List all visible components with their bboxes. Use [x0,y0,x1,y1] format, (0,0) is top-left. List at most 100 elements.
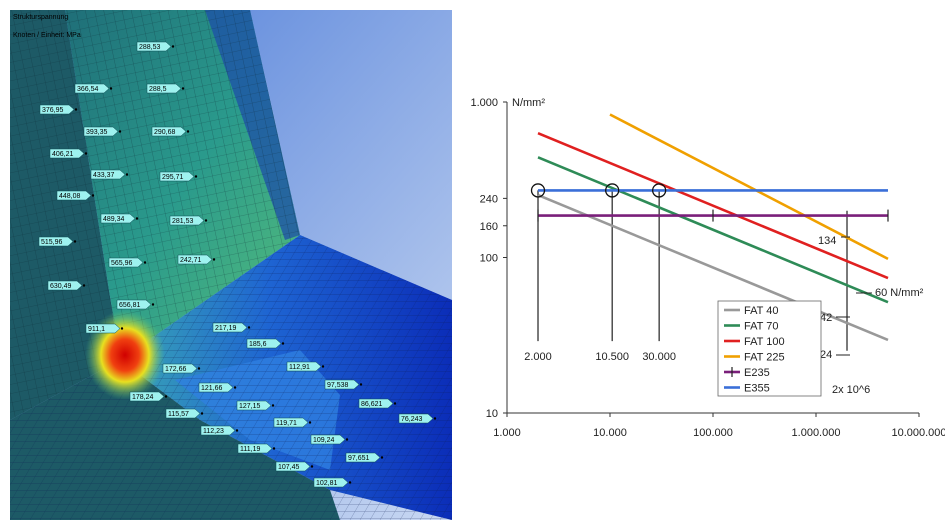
x-tick-label: 10.000 [593,427,627,439]
stress-label: 281,53 [169,215,208,226]
stress-label-text: 489,34 [103,216,125,223]
legend-label: FAT 40 [744,305,778,317]
x-tick-label: 10.000.000 [891,427,945,439]
stress-label-text: 515,96 [41,239,63,246]
annotation-60: 60 N/mm² [875,287,924,299]
stress-label-text: 112,91 [289,364,310,371]
stress-label-text: 172,66 [165,366,187,373]
stress-label: 656,81 [116,299,155,310]
stress-label-text: 630,49 [50,283,72,290]
stress-label-text: 911,1 [88,326,105,333]
y-tick-label: 1.000 [470,97,498,109]
stress-label-text: 178,24 [132,394,154,401]
y-tick-label: 160 [480,221,498,233]
stress-label-text: 217,19 [215,325,237,332]
stress-label: 172,66 [162,363,201,374]
legend: FAT 40 FAT 70 FAT 100 FAT 225 E235 E355 [717,300,822,397]
stress-label: 121,66 [198,382,237,393]
stress-label-text: 86,621 [361,401,383,408]
legend-label: FAT 100 [744,336,785,348]
stress-label-text: 127,15 [239,403,261,410]
stress-label-text: 107,45 [278,464,300,471]
stress-label-text: 112,23 [203,428,224,435]
legend-item: E235 [724,367,770,379]
stress-label-text: 290,68 [154,129,176,136]
intersection-circle [530,183,546,198]
stress-label: 288,5 [146,83,185,94]
cycle-label: 2.000 [524,351,552,363]
x-tick-label: 1.000 [493,427,521,439]
stress-label: 630,49 [47,280,86,291]
cycle-label: 10.500 [595,351,629,363]
series-line [537,193,889,342]
stress-label: 366,54 [74,83,113,94]
stress-label: 376,95 [39,104,78,115]
annotation-134: 134 [818,235,836,247]
cycle-label: 30.000 [642,351,676,363]
stress-label-text: 433,37 [93,172,115,179]
stress-label-text: 185,6 [249,341,267,348]
stress-label: 290,68 [151,126,190,137]
annotation-42: 42 [820,312,832,324]
fea-stress-plot: Strukturspannung Knoten / Einheit: MPa 2… [0,0,452,525]
stress-label: 97,651 [345,452,384,463]
stress-label: 242,71 [177,254,216,265]
stress-label-text: 97,651 [348,455,370,462]
stress-label-text: 102,81 [316,480,338,487]
stress-label: 97,538 [324,379,363,390]
legend-label: FAT 70 [744,321,778,333]
stress-label: 489,34 [100,213,139,224]
stress-hotspot [85,310,165,400]
intersection-circle [651,183,667,198]
y-tick-label: 100 [480,253,498,265]
x-tick-label: 1.000.000 [792,427,841,439]
series-line [537,132,889,280]
stress-label: 86,621 [358,398,397,409]
stress-label-text: 115,57 [168,411,189,418]
y-axis-unit: N/mm² [512,97,545,109]
legend-label: FAT 225 [744,352,785,364]
stress-label: 295,71 [159,171,198,182]
stress-label: 911,1 [85,323,124,334]
stress-label: 112,23 [200,425,239,436]
intersection-circle [605,183,620,198]
stress-label-text: 448,08 [59,193,81,200]
fea-header-subtitle: Knoten / Einheit: MPa [13,32,81,39]
stress-label-text: 366,54 [77,86,99,93]
stress-label: 111,19 [237,443,276,454]
stress-label: 102,81 [313,477,352,488]
stress-label-text: 242,71 [180,257,202,264]
legend-label: E235 [744,367,770,379]
stress-label: 406,21 [49,148,88,159]
legend-item: FAT 70 [724,321,778,333]
stress-label: 127,15 [236,400,275,411]
x-tick-label: 100.000 [693,427,733,439]
annotation-24: 24 [820,349,832,361]
stress-label: 185,6 [246,338,285,349]
stress-label: 433,37 [90,169,129,180]
stress-label: 288,53 [136,41,175,52]
stress-label: 109,24 [310,434,349,445]
stress-label: 217,19 [212,322,251,333]
annotation-2x10-6: 2x 10^6 [832,384,870,396]
stress-label-text: 376,95 [42,107,64,114]
legend-item: E355 [724,383,770,395]
stress-label: 448,08 [56,190,95,201]
stress-label-text: 109,24 [313,437,335,444]
stress-label: 178,24 [129,391,168,402]
legend-item: FAT 225 [724,352,785,364]
series-line [609,113,889,261]
stress-label-text: 281,53 [172,218,194,225]
stress-label-text: 288,5 [149,86,167,93]
fea-header-title: Strukturspannung [13,14,68,21]
stress-label-text: 76,243 [401,416,423,423]
legend-item: FAT 100 [724,336,785,348]
stress-label: 76,243 [398,413,437,424]
stress-label: 112,91 [286,361,325,372]
stress-label-text: 111,19 [240,446,260,453]
stress-label: 565,96 [108,257,147,268]
stress-label: 119,71 [273,417,312,428]
sn-curve-chart: N/mm² 1.000 10.000 100.000 1.000.000 10.000.… [452,0,945,525]
stress-label: 115,57 [165,408,204,419]
y-tick-label: 240 [480,193,498,205]
